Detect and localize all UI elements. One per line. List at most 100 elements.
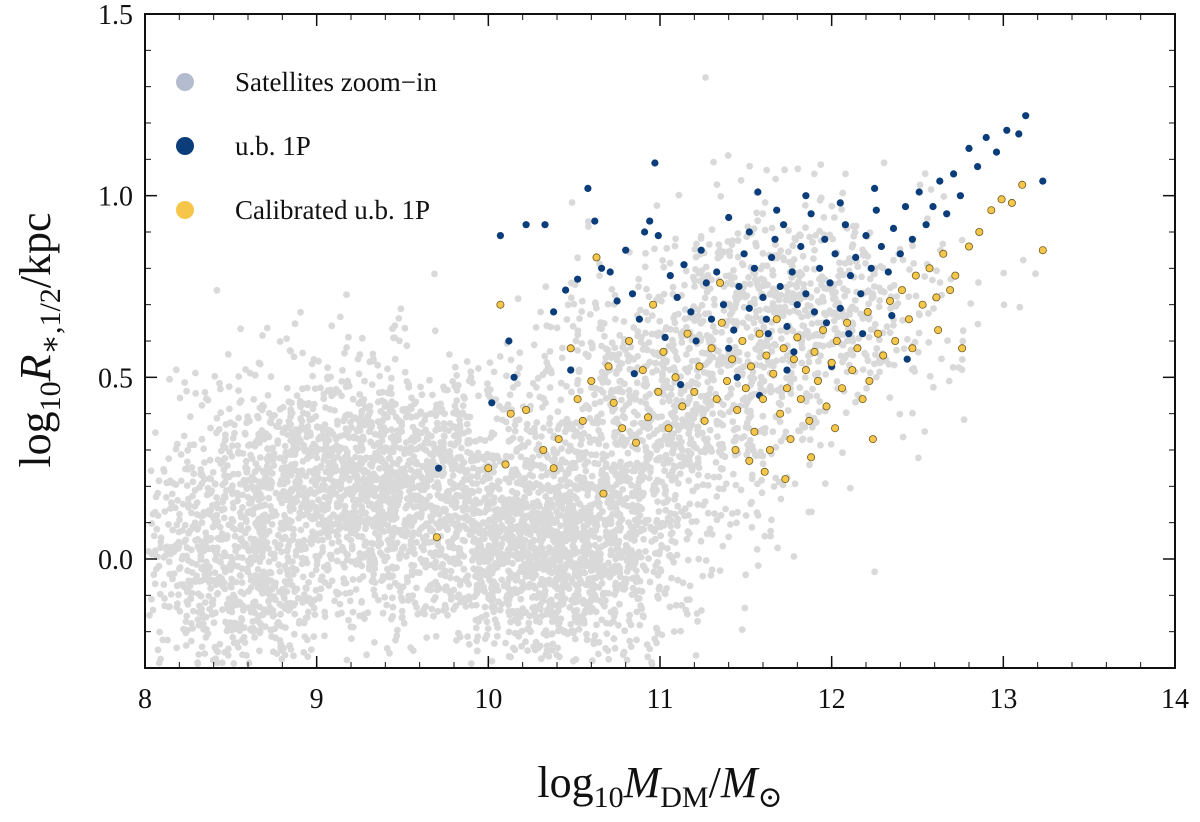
satellite-point [661, 483, 669, 490]
satellite-point [692, 652, 700, 659]
satellite-point [303, 433, 311, 441]
satellite-point [339, 511, 346, 519]
satellite-point [413, 539, 420, 546]
satellite-point [691, 317, 698, 324]
satellite-point [536, 393, 544, 401]
satellite-point [616, 365, 623, 373]
satellite-point [582, 350, 590, 358]
satellite-point [468, 602, 476, 609]
satellite-point [685, 417, 693, 425]
satellite-point [695, 555, 703, 563]
satellite-point [429, 391, 436, 399]
satellite-point [446, 458, 454, 466]
satellite-point [453, 575, 460, 583]
satellite-point [634, 445, 641, 453]
satellite-point [719, 444, 727, 452]
satellite-point [609, 493, 617, 501]
satellite-point [537, 461, 544, 469]
satellite-point [265, 410, 273, 417]
satellite-point [533, 419, 541, 426]
satellite-point [290, 353, 298, 361]
satellite-point [588, 451, 595, 459]
satellite-point [652, 359, 659, 367]
satellite-point [251, 468, 259, 476]
satellite-point [476, 566, 484, 573]
satellite-point [456, 416, 463, 424]
satellite-point [446, 420, 454, 427]
satellite-point [459, 402, 467, 410]
satellite-point [261, 537, 269, 545]
satellite-point [234, 470, 242, 478]
satellite-point [475, 365, 482, 372]
satellite-point [899, 316, 907, 324]
satellite-point [595, 427, 602, 434]
satellite-point [704, 482, 712, 489]
satellite-point [706, 525, 714, 533]
satellite-point [505, 425, 513, 433]
satellite-point [705, 401, 713, 409]
satellite-point [341, 349, 348, 357]
satellite-point [684, 447, 692, 455]
satellite-point [640, 563, 648, 571]
satellite-point [427, 549, 434, 557]
satellite-point [805, 334, 812, 341]
satellite-point [529, 472, 536, 480]
satellite-point [491, 462, 498, 469]
satellite-point [430, 612, 437, 620]
satellite-point [772, 175, 779, 183]
satellite-point [746, 280, 754, 288]
satellite-point [602, 471, 610, 479]
satellite-point [304, 423, 312, 430]
satellite-point [464, 476, 472, 483]
satellite-point [555, 607, 562, 614]
satellite-point [472, 496, 480, 504]
satellite-point [402, 481, 410, 489]
satellite-point [900, 345, 908, 352]
satellite-point [289, 531, 297, 539]
satellite-point [532, 613, 540, 620]
satellite-point [514, 295, 522, 303]
satellite-point [846, 255, 853, 262]
satellite-point [476, 522, 483, 529]
satellite-point [416, 429, 423, 437]
satellite-point [467, 450, 474, 457]
satellite-point [341, 454, 349, 461]
satellite-point [577, 556, 585, 564]
satellite-point [457, 523, 465, 531]
satellite-point [802, 224, 809, 232]
satellite-point [463, 467, 471, 475]
satellite-point [727, 521, 734, 528]
satellite-point [865, 333, 873, 341]
satellite-point [413, 584, 420, 592]
satellite-point [704, 509, 712, 517]
satellite-point [886, 329, 894, 336]
satellite-point [418, 420, 426, 428]
satellite-point [843, 287, 851, 295]
satellite-point [709, 322, 717, 330]
satellite-point [511, 544, 519, 552]
satellite-point [726, 336, 733, 344]
satellite-point [229, 634, 237, 641]
satellite-point [295, 439, 302, 446]
satellite-point [365, 491, 372, 499]
satellite-point [792, 281, 799, 289]
satellite-point [291, 460, 299, 468]
satellite-point [367, 439, 375, 446]
satellite-point [781, 166, 788, 174]
satellite-point [674, 576, 682, 584]
satellite-point [816, 275, 823, 283]
satellite-point [814, 369, 822, 377]
satellite-point [403, 342, 411, 350]
satellite-point [564, 517, 572, 524]
satellite-point [539, 371, 547, 379]
satellite-point [522, 638, 529, 645]
satellite-point [525, 552, 533, 559]
satellite-point [424, 430, 432, 438]
satellite-point [376, 465, 383, 472]
satellite-point [447, 567, 455, 575]
satellite-point [628, 591, 636, 598]
satellite-point [571, 616, 579, 624]
satellite-point [798, 359, 806, 367]
satellite-point [616, 331, 624, 339]
satellite-point [562, 439, 569, 446]
